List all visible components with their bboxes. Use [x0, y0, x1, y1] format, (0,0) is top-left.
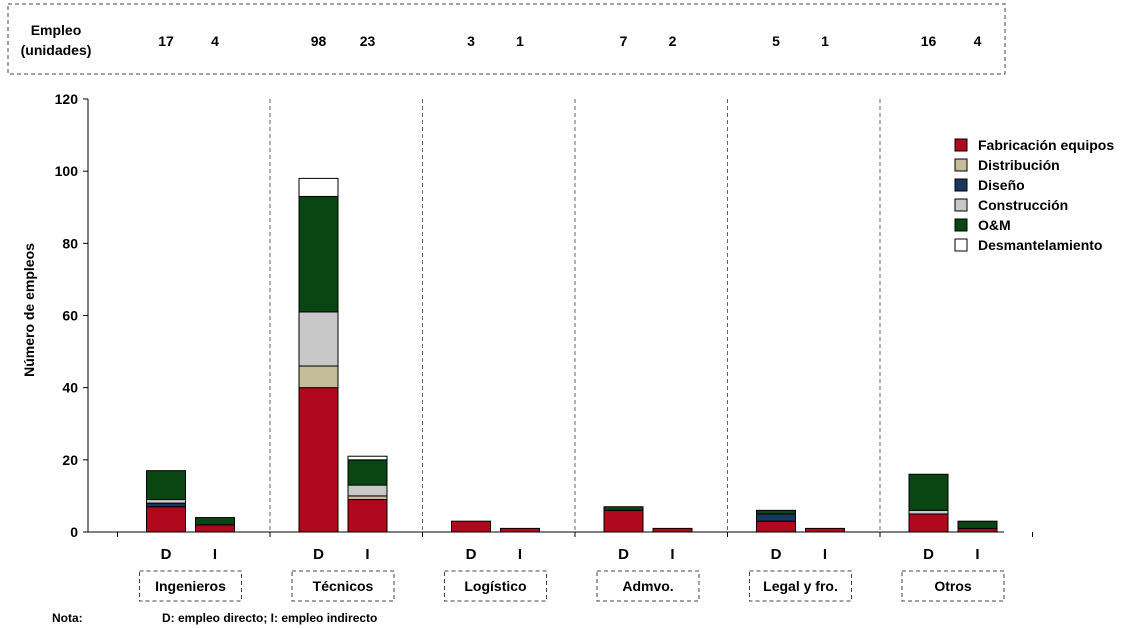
employment-total: 23: [360, 33, 376, 49]
bar-segment-o-m: [603, 506, 644, 511]
x-tick-label: I: [823, 546, 827, 563]
bar-segment-construcci-n: [908, 509, 949, 515]
employment-total: 16: [921, 33, 937, 49]
bar-segment-fabricaci-n-equipos: [908, 513, 949, 533]
employment-total: 5: [772, 33, 780, 49]
employment-total: 2: [669, 33, 677, 49]
bar-segment-fabricaci-n-equipos: [146, 506, 186, 533]
bar-segment-fabricaci-n-equipos: [195, 524, 235, 533]
group-separators: [269, 99, 881, 532]
legend-swatch: [954, 198, 968, 212]
bar-segment-o-m: [957, 520, 998, 529]
bar-segment-o-m: [298, 195, 339, 313]
legend-swatch: [954, 158, 968, 172]
x-tick-label: D: [313, 546, 324, 563]
bar-segment-o-m: [347, 459, 388, 486]
x-tick-label: I: [518, 546, 522, 563]
bar-segment-o-m: [146, 470, 186, 501]
employment-total: 1: [516, 33, 524, 49]
bar-segment-fabricaci-n-equipos: [603, 509, 644, 533]
x-tick-label: D: [161, 546, 172, 563]
bar-segment-desmantelamiento: [347, 455, 388, 461]
y-tick-label: 0: [70, 524, 78, 540]
y-tick-label: 40: [62, 380, 78, 396]
x-tick-label: D: [923, 546, 934, 563]
employment-total: 17: [158, 33, 174, 49]
y-tick-label: 60: [62, 308, 78, 324]
legend-swatch: [954, 178, 968, 192]
employment-total: 7: [620, 33, 628, 49]
bar-segment-o-m: [195, 517, 235, 526]
x-tick-label: I: [670, 546, 674, 563]
bar-segment-fabricaci-n-equipos: [756, 520, 796, 533]
group-label-box: [596, 570, 700, 602]
bar-segment-dise-o: [756, 513, 796, 522]
x-tick-label: D: [466, 546, 477, 563]
bar-segment-fabricaci-n-equipos: [500, 527, 540, 533]
bar-segment-o-m: [908, 473, 949, 511]
bar-segment-fabricaci-n-equipos: [347, 499, 388, 533]
group-label: Legal y fro.: [763, 578, 838, 594]
bar-segment-construcci-n: [298, 311, 339, 367]
legend-label: Distribución: [978, 157, 1060, 173]
employment-header-label-line2: (unidades): [21, 42, 92, 58]
employment-header-box: [7, 3, 1006, 75]
note-label: Nota:: [52, 611, 83, 625]
y-tick-label: 20: [62, 452, 78, 468]
bar-segment-construcci-n: [347, 484, 388, 497]
legend-label: Diseño: [978, 177, 1025, 193]
group-label: Admvo.: [622, 578, 673, 594]
employment-total: 1: [821, 33, 829, 49]
legend-swatch: [954, 218, 968, 232]
bar-segment-fabricaci-n-equipos: [805, 527, 845, 533]
bar-segment-distribuci-n: [347, 495, 388, 501]
group-label: Técnicos: [313, 578, 374, 594]
legend: Fabricación equipos Distribución Diseño Con…: [954, 137, 1114, 253]
legend-label: O&M: [978, 217, 1011, 233]
x-tick-label: D: [771, 546, 782, 563]
x-tick-label: D: [618, 546, 629, 563]
group-label-box: [291, 570, 395, 602]
employment-header-label-line1: Empleo: [31, 22, 82, 38]
bar-segment-fabricaci-n-equipos: [451, 520, 491, 533]
y-tick-label: 80: [62, 235, 78, 251]
group-label-box: [444, 570, 547, 602]
x-tick-label: I: [975, 546, 979, 563]
group-label: Otros: [934, 578, 972, 594]
x-tick-label: I: [365, 546, 369, 563]
group-label-box: [749, 570, 852, 602]
bar-segment-fabricaci-n-equipos: [298, 387, 339, 533]
y-tick-label: 100: [55, 163, 79, 179]
employment-total: 4: [974, 33, 982, 49]
bar-segment-dise-o: [146, 502, 186, 508]
group-label: Ingenieros: [155, 578, 226, 594]
legend-label: Fabricación equipos: [978, 137, 1114, 153]
group-label-box: [139, 570, 242, 602]
bar-segment-desmantelamiento: [298, 177, 339, 197]
y-axis: 0 20 40 60 80 100 120: [55, 91, 89, 540]
x-tick-label: I: [213, 546, 217, 563]
employment-total: 4: [211, 33, 219, 49]
bar-segment-o-m: [756, 509, 796, 515]
bar-segment-fabricaci-n-equipos: [652, 527, 693, 533]
bar-segment-fabricaci-n-equipos: [957, 527, 998, 533]
employment-total: 3: [467, 33, 475, 49]
bar-segment-distribuci-n: [298, 365, 339, 389]
employment-total: 98: [311, 33, 327, 49]
employment-totals: 17 4 98 23 3 1 7 2 5 1 16 4: [158, 33, 981, 49]
legend-label: Construcción: [978, 197, 1068, 213]
group-label-box: [901, 570, 1005, 602]
legend-swatch: [954, 138, 968, 152]
legend-swatch: [954, 238, 968, 252]
y-axis-label: Número de empleos: [21, 243, 37, 377]
legend-label: Desmantelamiento: [978, 237, 1102, 253]
y-tick-label: 120: [55, 91, 79, 107]
bars: [146, 177, 998, 533]
note-text: D: empleo directo; I: empleo indirecto: [162, 611, 377, 625]
group-labels: Ingenieros Técnicos Logístico Admvo. Legal y…: [139, 570, 1005, 602]
bar-segment-construcci-n: [146, 499, 186, 504]
group-label: Logístico: [464, 578, 526, 594]
